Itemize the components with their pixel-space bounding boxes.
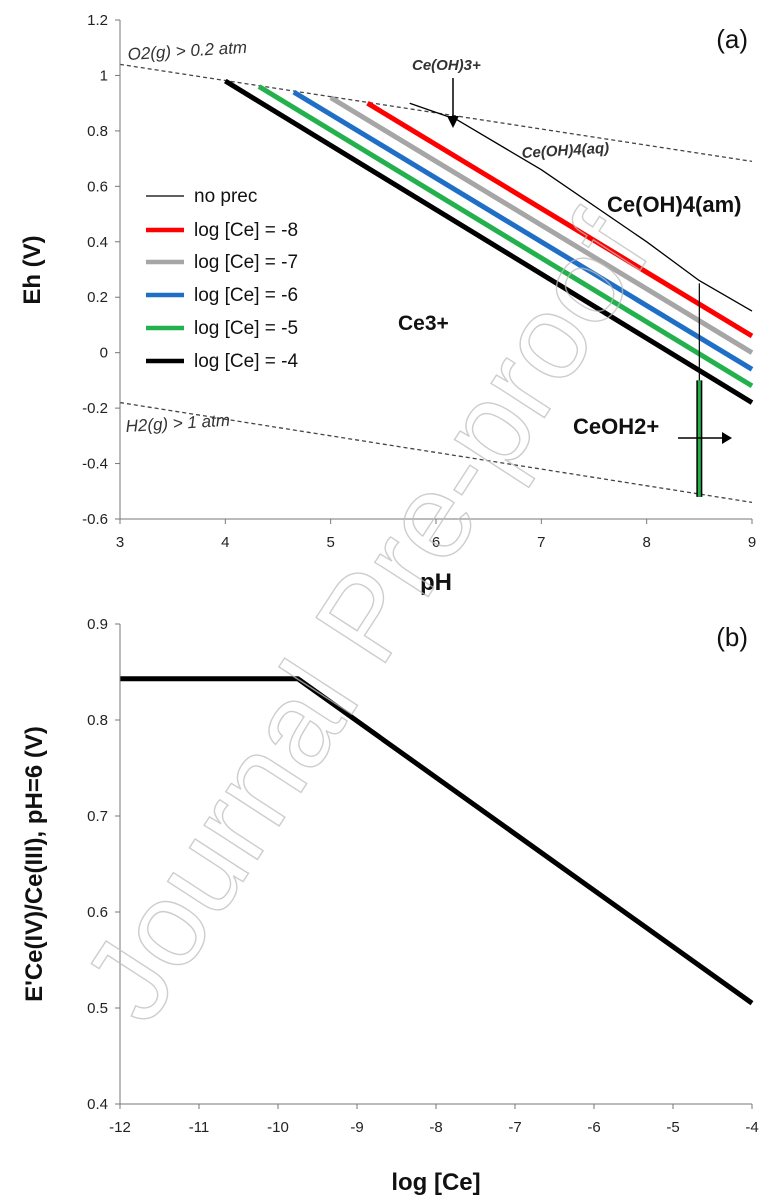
a-y-tick-label: -0.2 (82, 400, 108, 417)
series-line-1 (366, 101, 754, 339)
panel-a-label: (a) (716, 24, 748, 54)
a-x-tick-label: 8 (642, 534, 650, 551)
legend-item-ce-7: log [Ce] = -7 (146, 252, 298, 273)
panel-b-x-label: log [Ce] (391, 1169, 480, 1196)
b-y-tick-label: 0.9 (87, 616, 108, 633)
a-y-tick-label: 1 (100, 67, 108, 84)
series-line-2 (329, 95, 754, 355)
a-y-tick-label: 0.8 (87, 123, 108, 140)
b-x-tick-label: -10 (267, 1119, 289, 1136)
b-x-tick-label: -6 (587, 1119, 600, 1136)
series-line-3 (292, 89, 754, 372)
b-x-tick-label: -4 (745, 1119, 758, 1136)
a-y-tick-label: -0.4 (82, 456, 108, 473)
a-y-tick-label: 1.2 (87, 12, 108, 29)
svg-text:log [Ce] = -8: log [Ce] = -8 (194, 220, 298, 241)
panel-b-y-label: E'Ce(IV)/Ce(III), pH=6 (V) (21, 726, 48, 1002)
svg-text:log [Ce] = -4: log [Ce] = -4 (194, 351, 298, 372)
ceoh3-arrow (447, 78, 459, 128)
b-x-tick-label: -7 (508, 1119, 521, 1136)
legend-item-no-prec: no prec (146, 186, 257, 207)
a-x-tick-label: 4 (221, 534, 229, 551)
a-x-tick-label: 6 (432, 534, 440, 551)
ceoh2-arrow (678, 432, 732, 444)
a-x-tick-label: 3 (116, 534, 124, 551)
legend-item-ce-4: log [Ce] = -4 (146, 351, 298, 372)
b-x-tick-label: -9 (350, 1119, 363, 1136)
legend-item-ce-6: log [Ce] = -6 (146, 285, 298, 306)
panel-a: 3 4 5 6 7 8 9 -0.6 -0.4 -0.2 0 0.2 0.4 0.6 0.8 1 1.2 (a)… (19, 12, 756, 596)
panel-b-label: (b) (716, 622, 748, 652)
a-y-tick-label: 0 (100, 345, 108, 362)
o2-label: O2(g) > 0.2 atm (127, 38, 247, 64)
legend-item-ce-8: log [Ce] = -8 (146, 220, 298, 241)
ce3-label: Ce3+ (398, 312, 449, 335)
a-x-tick-label: 7 (537, 534, 545, 551)
a-y-tick-label: -0.6 (82, 511, 108, 528)
b-y-tick-label: 0.4 (87, 1096, 108, 1113)
b-y-tick-label: 0.8 (87, 712, 108, 729)
b-x-tick-label: -11 (189, 1119, 210, 1136)
b-y-tick-label: 0.6 (87, 904, 108, 921)
legend: no prec log [Ce] = -8 log [Ce] = -7 log … (146, 186, 298, 372)
b-y-tick-label: 0.5 (87, 1000, 108, 1017)
svg-text:log [Ce] = -7: log [Ce] = -7 (194, 252, 298, 273)
panel-a-x-label: pH (420, 569, 452, 596)
watermark: Journal Pre-proof (57, 192, 675, 1043)
b-x-tick-label: -12 (109, 1119, 131, 1136)
svg-text:log [Ce] = -6: log [Ce] = -6 (194, 285, 298, 306)
b-y-tick-label: 0.7 (87, 808, 108, 825)
a-y-tick-label: 0.6 (87, 178, 108, 195)
series-line-5 (223, 78, 754, 405)
panel-b: -12 -11 -10 -9 -8 -7 -6 -5 -40.40.50.60.70.80.9 … (21, 616, 759, 1196)
o2-boundary-line (119, 63, 753, 163)
ceoh4am-label: Ce(OH)4(am) (607, 192, 741, 217)
legend-item-ce-5: log [Ce] = -5 (146, 318, 298, 339)
ceoh2-label: CeOH2+ (573, 414, 659, 439)
a-x-tick-label: 9 (748, 534, 756, 551)
h2-label: H2(g) > 1 atm (125, 411, 230, 436)
ceoh4aq-label: Ce(OH)4(aq) (521, 140, 609, 162)
series-line-4 (257, 84, 754, 389)
svg-text:log [Ce] = -5: log [Ce] = -5 (194, 318, 298, 339)
b-series-line-0 (120, 676, 754, 1006)
a-x-tick-label: 5 (326, 534, 334, 551)
svg-text:no prec: no prec (194, 186, 257, 207)
h2-boundary-line (119, 401, 753, 504)
ceoh3-label: Ce(OH)3+ (412, 57, 481, 74)
panel-a-y-label: Eh (V) (19, 235, 46, 304)
b-x-tick-label: -8 (429, 1119, 442, 1136)
a-y-tick-label: 0.2 (87, 289, 108, 306)
a-y-tick-label: 0.4 (87, 234, 108, 251)
b-x-tick-label: -5 (666, 1119, 679, 1136)
